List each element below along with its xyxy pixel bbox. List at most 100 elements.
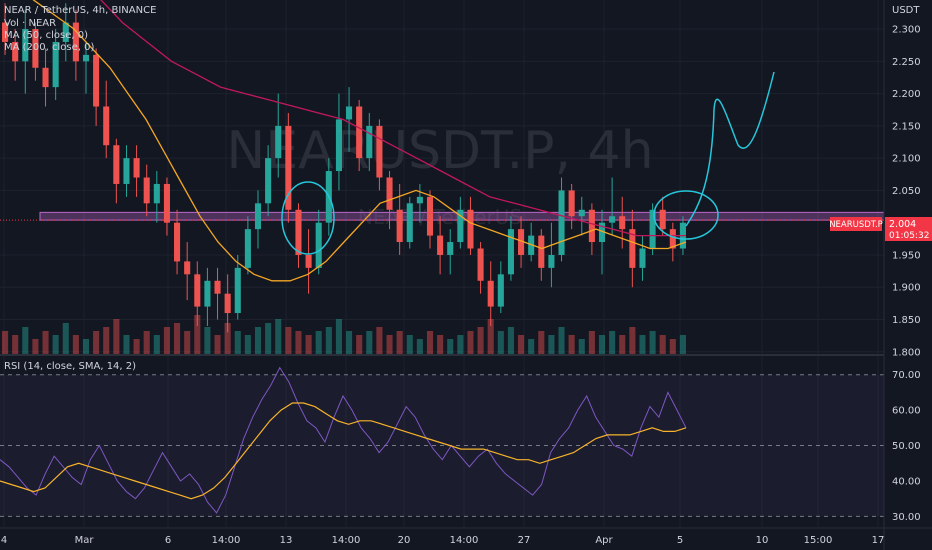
candle-body [619,216,626,230]
volume-bar [103,327,110,355]
volume-bar [82,339,90,355]
volume-bar [669,339,676,355]
circle-annotation-left[interactable] [281,181,335,255]
candle-body [234,267,241,314]
rsi-legend[interactable]: RSI (14, close, SMA, 14, 2) [4,361,136,372]
volume-bar [224,323,231,355]
grid [0,0,884,527]
price-tick-label: 2.050 [892,186,921,197]
volume-bar [598,335,606,355]
candle-body [406,203,413,243]
volume-bar [72,335,79,355]
candle-body [22,29,29,62]
ma50-legend[interactable]: MA (50, close, 0) [4,30,88,41]
volume-bar [335,319,342,355]
volume-bar [12,335,19,355]
circle-annotation-right[interactable] [653,190,719,240]
last-price-badge [885,217,932,241]
volume-bar [437,335,444,355]
volume-bar [619,335,626,355]
candle-body [426,196,434,236]
time-tick-label: Apr [595,535,613,546]
volume-bar [254,327,262,355]
annotations[interactable] [281,71,775,255]
candle-body [153,183,160,204]
candle-body [659,209,666,230]
candle-body [437,235,444,255]
volume-bar [376,327,383,355]
time-tick-label: 10 [756,535,769,546]
time-tick-label: 13 [280,535,293,546]
candle-body [366,125,373,159]
volume-bar [133,339,140,355]
candle-body [224,293,231,314]
candle-body [275,125,282,159]
time-tick-label: Mar [75,535,95,546]
rsi-pane [0,366,884,517]
candle-body [649,209,656,249]
candle-body [62,22,69,42]
candle-body [548,254,555,268]
volume-bar [315,331,322,355]
candle-body [204,280,211,307]
projection-path-annotation[interactable] [685,71,775,227]
candle-body [184,261,191,275]
volume-bar [62,323,69,355]
volume-bar [244,335,251,355]
candle-body [588,209,595,243]
candle-body [639,248,646,268]
candle-body [457,209,464,243]
time-axis[interactable]: 4 Mar 6 14:00 13 14:00 20 14:00 27 Apr 5 10 15:00 17 [1,535,885,546]
candle-body [113,145,120,184]
candle-body [518,229,525,255]
candle-body [12,41,19,62]
candle-body [163,183,170,223]
volume-legend[interactable]: Vol · NEAR [4,18,56,29]
volume-bar [538,331,545,355]
volume-bar [477,327,484,355]
volume-bar [113,319,120,355]
candle-body [477,248,484,281]
rsi-axis[interactable]: 70.00 60.00 50.00 40.00 30.00 [892,370,921,523]
rsi-tick-label: 50.00 [892,441,921,452]
resistance-zone-layer [0,211,885,221]
candle-body [285,125,292,210]
price-tick-label: 1.900 [892,283,921,294]
price-tick-label: 2.300 [892,25,921,36]
candle-body [598,222,606,243]
volume-bar [548,335,555,355]
candle-body [609,216,616,223]
volume-bar [194,315,201,355]
symbol-title[interactable]: NEAR / TetherUS, 4h, BINANCE [4,5,156,16]
time-tick-label: 14:00 [332,535,361,546]
volume-bar [518,335,525,355]
volume-bar [204,327,211,355]
candle-body [52,41,59,88]
volume-bar [184,331,191,355]
price-tick-label: 1.850 [892,315,921,326]
rsi-tick-label: 40.00 [892,476,921,487]
ma200-legend[interactable]: MA (200, close, 0) [4,42,94,53]
candle-body [376,125,383,178]
candle-body [416,196,423,204]
volume-bar [497,331,504,355]
volume-bar [568,335,575,355]
price-axis[interactable]: USDT 2.300 2.250 2.200 2.150 2.100 2.050 1.950… [892,5,921,358]
candle-body [123,158,130,184]
candle-body [487,280,494,307]
candle-body [265,158,272,204]
volume-bar [528,339,535,355]
volume-bar [649,331,656,355]
volume-bar [609,331,616,355]
rsi-ma-line [0,402,687,500]
time-tick-label: 15:00 [804,535,833,546]
candle-body [386,177,393,210]
volume-bar [457,335,464,355]
candle-body [2,22,9,42]
volume-bar [295,331,302,355]
moving-averages [32,0,687,282]
time-tick-label: 14:00 [212,535,241,546]
